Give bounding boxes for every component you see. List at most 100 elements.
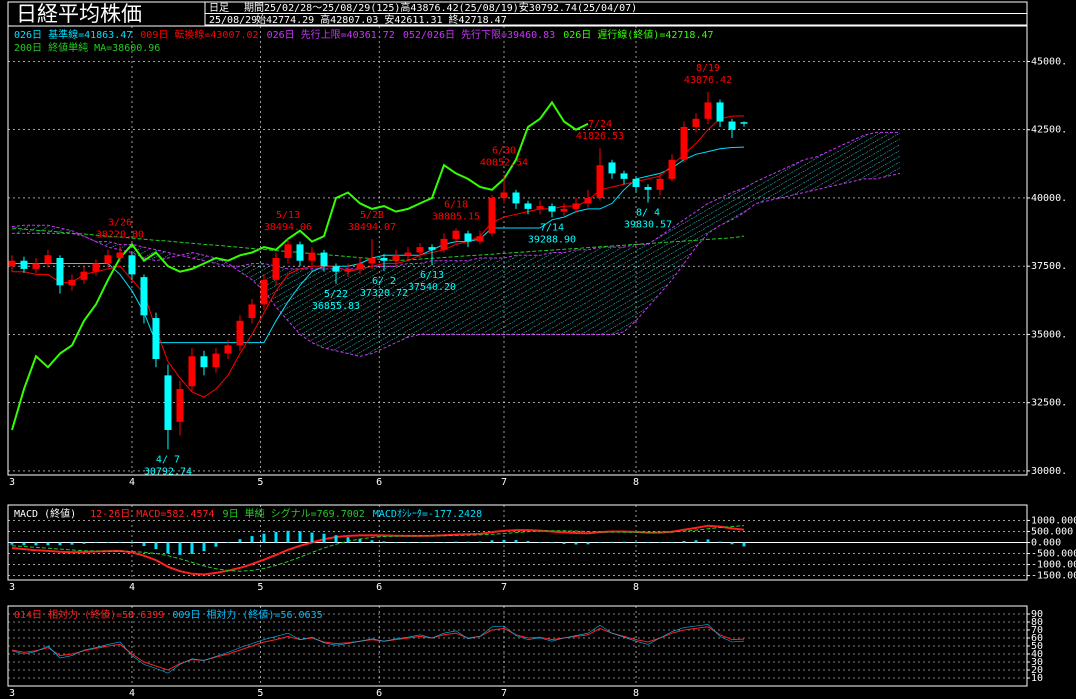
candle-body (716, 102, 724, 122)
histogram-bar (574, 542, 578, 545)
histogram-bar (586, 542, 590, 545)
histogram-bar (526, 540, 530, 543)
annotation-value: 39288.90 (528, 234, 576, 245)
histogram-bar (514, 540, 518, 543)
candle-body (548, 206, 556, 212)
annotation-date: 6/13 (420, 270, 444, 281)
annotation-value: 38220.80 (96, 230, 144, 241)
histogram-bar (694, 540, 698, 543)
histogram-bar (46, 542, 50, 546)
series-line (11, 624, 745, 674)
candle-body (380, 258, 388, 261)
annotation-date: 8/19 (696, 63, 720, 74)
legend-entry: MACDｵｼﾚｰﾀ=-177.2428 (373, 508, 482, 520)
candle-body (104, 255, 112, 264)
histogram-bar (730, 542, 734, 545)
histogram-bar (382, 541, 386, 543)
candle-body (728, 121, 736, 130)
candle-body (584, 197, 592, 204)
histogram-bar (634, 542, 638, 543)
x-tick-label: 5 (257, 688, 263, 699)
candle-body (416, 247, 424, 253)
histogram-bar (58, 542, 62, 546)
series-line (11, 524, 745, 576)
x-tick-label: 5 (257, 582, 263, 593)
x-tick-label: 8 (633, 688, 639, 699)
candle-body (524, 203, 532, 209)
y-tick-label: 60 (1031, 633, 1043, 644)
annotation-date: 7/14 (540, 222, 564, 233)
candle-body (248, 304, 256, 319)
annotation-value: 40852.54 (480, 158, 528, 169)
panel-title: MACD (終値) (14, 507, 76, 520)
histogram-bar (190, 542, 194, 554)
candle-body (692, 118, 700, 127)
x-tick-label: 3 (9, 688, 15, 699)
histogram-bar (286, 530, 290, 543)
candle-body (320, 252, 328, 267)
candle-body (452, 230, 460, 239)
x-tick-label: 6 (376, 582, 382, 593)
candle-body (80, 271, 88, 280)
histogram-bar (466, 541, 470, 543)
histogram-bar (550, 542, 554, 544)
candle-body (608, 162, 616, 174)
candle-body (476, 236, 484, 242)
series-line (11, 626, 745, 671)
histogram-bar (202, 542, 206, 552)
candle-body (632, 178, 640, 188)
legend-entry: 009日 転換線=43007.02 (140, 28, 258, 41)
histogram-bar (130, 542, 134, 544)
x-tick-label: 8 (633, 477, 639, 488)
legend-entry: 052/026日 先行下限=39460.83 (403, 28, 555, 41)
annotation-value: 43876.42 (684, 75, 732, 86)
histogram-bar (82, 542, 86, 544)
cloud-fill (12, 132, 900, 357)
candle-body (704, 102, 712, 119)
histogram-bar (538, 542, 542, 543)
histogram-bar (274, 531, 278, 543)
chart-title: 日経平均株価 (16, 2, 142, 26)
candle-body (92, 263, 100, 272)
candle-body (308, 252, 316, 261)
candle-body (236, 320, 244, 346)
histogram-bar (118, 542, 122, 543)
legend-entry: 026日 先行上限=40361.72 (267, 28, 395, 41)
annotation-value: 38885.15 (432, 211, 480, 222)
period: 期間25/02/28～25/08/29(125)高43876.42(25/08/… (244, 1, 637, 14)
candle-body (560, 208, 568, 212)
y-tick-label: -1000.000 (1031, 560, 1076, 571)
cloud-edge (12, 172, 901, 357)
legend-entry: 026日 基準線=41863.47 (14, 28, 132, 41)
annotation-value: 30792.74 (144, 466, 192, 477)
histogram-bar (646, 542, 650, 543)
annotation-date: 6/18 (444, 199, 468, 210)
candle-body (152, 318, 160, 359)
histogram-bar (610, 541, 614, 543)
candle-body (284, 244, 292, 259)
series-line (12, 146, 745, 344)
histogram-bar (742, 542, 746, 547)
histogram-bar (622, 541, 626, 543)
x-tick-label: 4 (129, 688, 135, 699)
histogram-bar (142, 542, 146, 547)
candle-body (332, 266, 340, 272)
period-label: 日足 (209, 2, 229, 14)
histogram-bar (658, 542, 662, 543)
candle-body (596, 165, 604, 198)
annotation-value: 41826.53 (576, 131, 624, 142)
annotation-date: 6/30 (492, 146, 516, 157)
candle-body (572, 203, 580, 209)
annotation-value: 36855.83 (312, 301, 360, 312)
histogram-bar (346, 537, 350, 543)
y-tick-label: 20 (1031, 665, 1043, 676)
y-tick-label: 40000. (1031, 193, 1067, 204)
legend-entry: 9日 単純 シグナル=769.7002 (223, 507, 365, 520)
candle-body (644, 187, 652, 190)
candle-body (740, 122, 748, 124)
y-tick-label: 1000.000 (1031, 515, 1076, 526)
histogram-bar (166, 542, 170, 554)
annotation-value: 38494.07 (348, 222, 396, 233)
candle-body (668, 159, 676, 179)
